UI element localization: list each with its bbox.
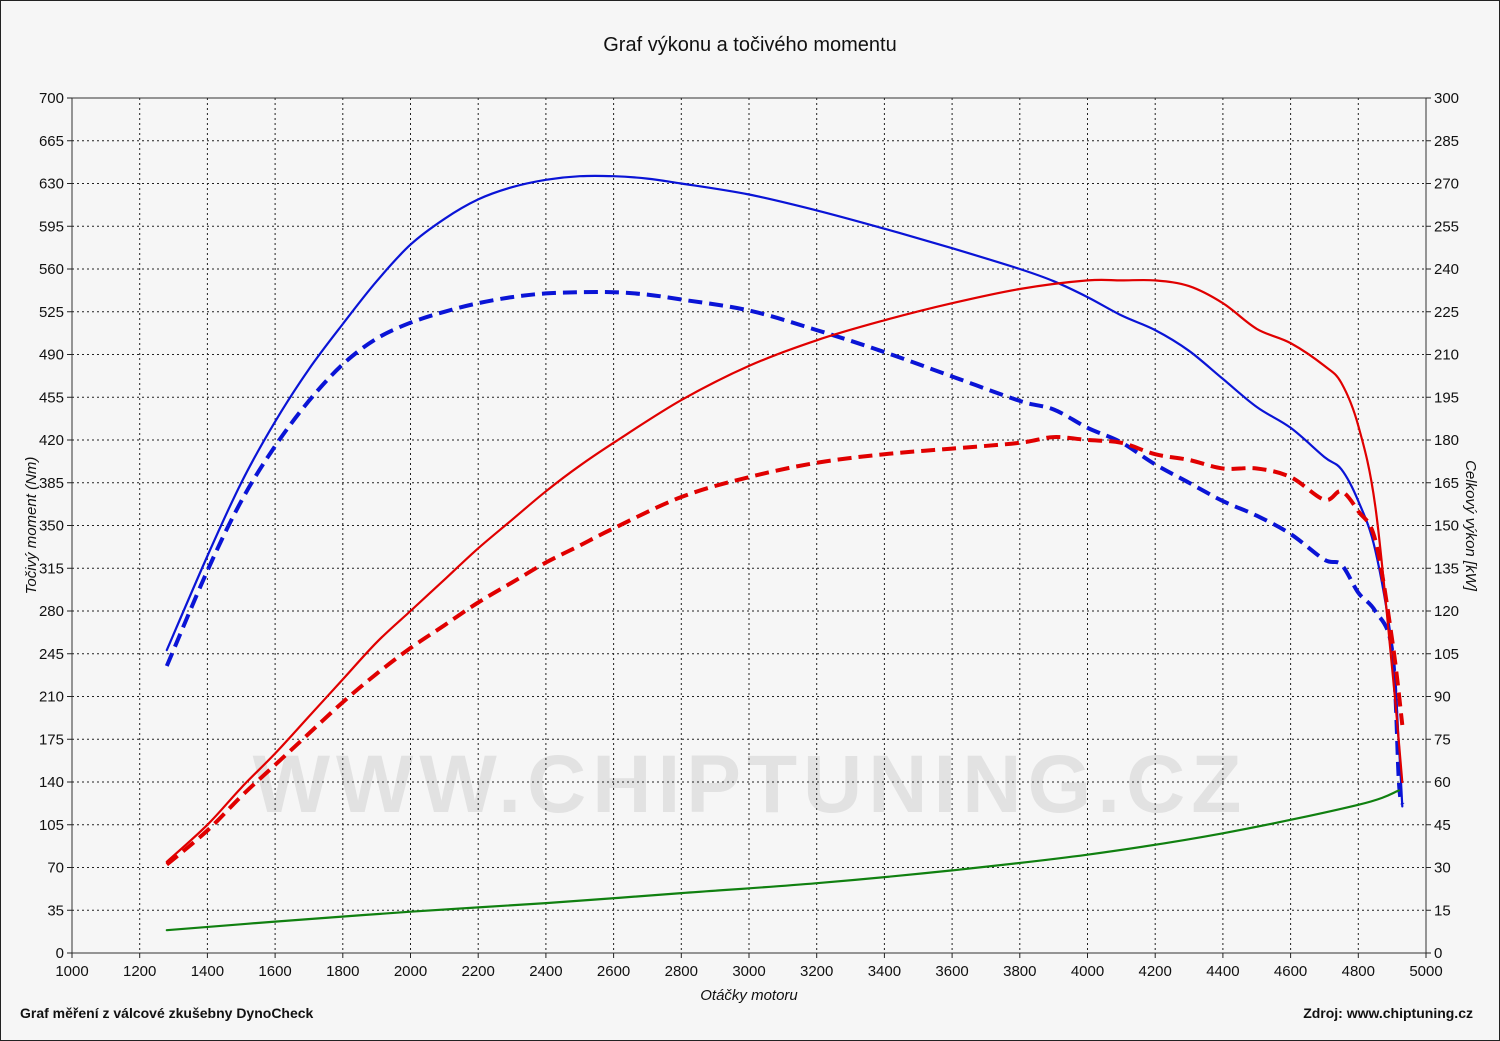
x-tick-label: 3800 [1003,963,1036,980]
x-tick-label: 1000 [55,963,88,980]
power-stock-line [165,435,1405,867]
torque-stock-line [164,289,1405,805]
y-right-tick-label: 285 [1434,133,1459,150]
y-right-tick-label: 0 [1434,945,1442,962]
x-tick-label: 3600 [935,963,968,980]
y-left-tick-label: 140 [39,774,64,791]
x-tick-label: 1400 [191,963,224,980]
x-tick-label: 4000 [1071,963,1104,980]
y-right-tick-label: 240 [1434,261,1459,278]
y-right-tick-label: 90 [1434,689,1451,706]
y-left-tick-label: 210 [39,689,64,706]
x-tick-label: 1800 [326,963,359,980]
y-right-tick-label: 135 [1434,560,1459,577]
y-right-tick-label: 210 [1434,347,1459,364]
y-left-tick-label: 175 [39,731,64,748]
x-tick-label: 2000 [394,963,427,980]
footer-source-link: Zdroj: www.chiptuning.cz [1303,1005,1473,1021]
x-tick-label: 3000 [732,963,765,980]
y-right-tick-label: 120 [1434,603,1459,620]
x-tick-label: 2600 [597,963,630,980]
y-right-tick-label: 15 [1434,902,1451,919]
y-left-tick-label: 700 [39,90,64,107]
y-right-tick-label: 105 [1434,646,1459,663]
y-left-tick-label: 490 [39,347,64,364]
y-right-tick-label: 255 [1434,218,1459,235]
x-tick-label: 5000 [1409,963,1442,980]
x-tick-label: 2200 [462,963,495,980]
y-left-tick-label: 420 [39,432,64,449]
y-left-axis-label: Točivý moment (Nm) [23,457,40,595]
y-left-tick-label: 630 [39,176,64,193]
watermark-text: WWW.CHIPTUNING.CZ [253,739,1248,830]
y-left-tick-label: 0 [56,945,64,962]
y-left-tick-label: 665 [39,133,64,150]
power-tuned-line [165,278,1404,863]
x-tick-label: 4400 [1206,963,1239,980]
x-tick-label: 1600 [258,963,291,980]
y-right-axis-label: Celkový výkon [kW] [1462,460,1479,592]
footer-source-note: Graf měření z válcové zkušebny DynoCheck [20,1005,314,1021]
y-left-tick-label: 70 [47,860,64,877]
y-right-tick-label: 165 [1434,475,1459,492]
x-tick-label: 2800 [665,963,698,980]
y-right-tick-label: 195 [1434,389,1459,406]
y-left-tick-label: 245 [39,646,64,663]
y-left-tick-label: 595 [39,218,64,235]
y-left-tick-label: 105 [39,817,64,834]
x-tick-label: 3200 [800,963,833,980]
y-left-tick-label: 315 [39,560,64,577]
y-right-tick-label: 270 [1434,176,1459,193]
y-right-tick-label: 180 [1434,432,1459,449]
x-tick-label: 3400 [868,963,901,980]
x-tick-label: 2400 [529,963,562,980]
torque-tuned-line [165,174,1404,808]
y-right-tick-label: 225 [1434,304,1459,321]
y-left-tick-label: 280 [39,603,64,620]
drag-loss-line [165,789,1400,932]
y-left-tick-label: 455 [39,389,64,406]
x-axis-label: Otáčky motoru [700,987,798,1004]
x-tick-label: 1200 [123,963,156,980]
y-left-tick-label: 350 [39,518,64,535]
y-right-tick-label: 45 [1434,817,1451,834]
y-left-tick-label: 385 [39,475,64,492]
chart-title: Graf výkonu a točivého momentu [603,34,897,56]
y-left-tick-label: 35 [47,902,64,919]
x-tick-label: 4800 [1342,963,1375,980]
y-left-tick-label: 525 [39,304,64,321]
y-right-tick-label: 60 [1434,774,1451,791]
y-right-tick-label: 300 [1434,90,1459,107]
y-left-tick-label: 560 [39,261,64,278]
y-right-tick-label: 75 [1434,731,1451,748]
x-tick-label: 4200 [1139,963,1172,980]
x-tick-label: 4600 [1274,963,1307,980]
y-right-tick-label: 30 [1434,860,1451,877]
y-right-tick-label: 150 [1434,518,1459,535]
